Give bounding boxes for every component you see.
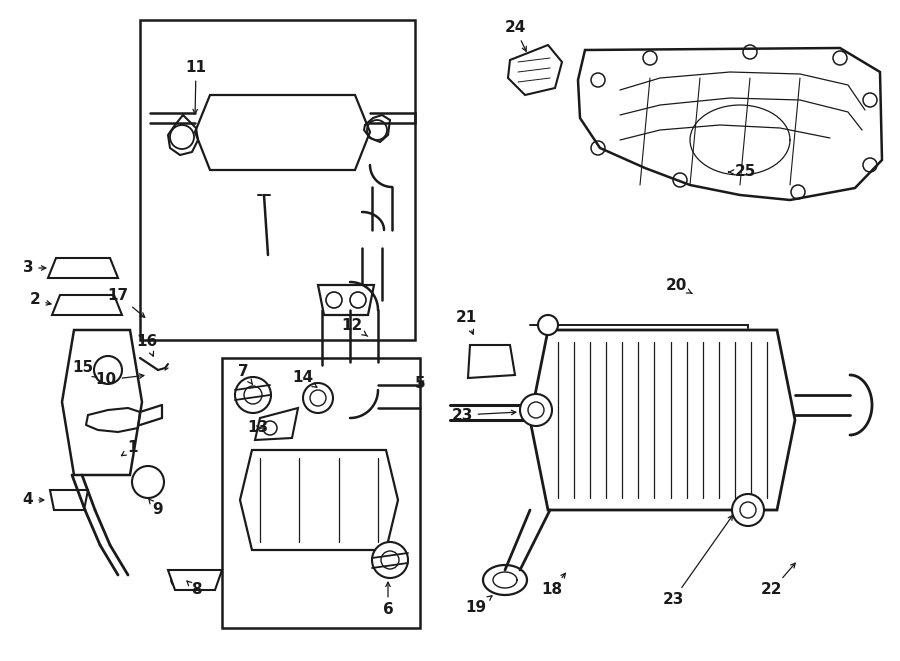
Polygon shape (508, 45, 562, 95)
Circle shape (94, 356, 122, 384)
Polygon shape (62, 330, 142, 475)
Bar (222, 358, 420, 628)
Text: 22: 22 (761, 563, 796, 598)
Text: 10: 10 (95, 373, 144, 387)
Text: 11: 11 (185, 61, 206, 114)
Text: 15: 15 (72, 360, 97, 377)
Text: 12: 12 (341, 317, 368, 336)
Polygon shape (52, 295, 122, 315)
Text: 5: 5 (415, 375, 426, 391)
Text: 13: 13 (248, 420, 268, 436)
Polygon shape (48, 258, 118, 278)
Polygon shape (240, 450, 398, 550)
Text: 20: 20 (665, 278, 692, 293)
Text: 6: 6 (382, 582, 393, 617)
Text: 25: 25 (729, 165, 756, 180)
Text: 21: 21 (455, 311, 477, 334)
Polygon shape (255, 408, 298, 440)
Text: 23: 23 (451, 407, 516, 422)
Circle shape (538, 315, 558, 335)
Text: 7: 7 (238, 364, 253, 385)
Text: 17: 17 (107, 288, 145, 317)
Polygon shape (468, 345, 515, 378)
Polygon shape (318, 285, 374, 315)
Circle shape (235, 377, 271, 413)
Text: 24: 24 (504, 20, 526, 52)
Text: 16: 16 (137, 334, 157, 356)
Text: 19: 19 (465, 596, 492, 615)
Text: 8: 8 (187, 581, 202, 598)
Polygon shape (195, 95, 370, 170)
Text: 2: 2 (30, 293, 51, 307)
Circle shape (372, 542, 408, 578)
Polygon shape (530, 330, 795, 510)
Text: 14: 14 (292, 371, 317, 387)
Text: 4: 4 (22, 492, 44, 508)
Text: 9: 9 (148, 498, 163, 518)
Polygon shape (578, 48, 882, 200)
Text: 23: 23 (662, 516, 733, 607)
Bar (140, 20, 415, 340)
Circle shape (520, 394, 552, 426)
Circle shape (732, 494, 764, 526)
Text: 18: 18 (542, 573, 565, 598)
Polygon shape (168, 570, 222, 590)
Polygon shape (50, 490, 88, 510)
Text: 3: 3 (22, 260, 46, 276)
Text: 1: 1 (122, 440, 139, 455)
Circle shape (132, 466, 164, 498)
